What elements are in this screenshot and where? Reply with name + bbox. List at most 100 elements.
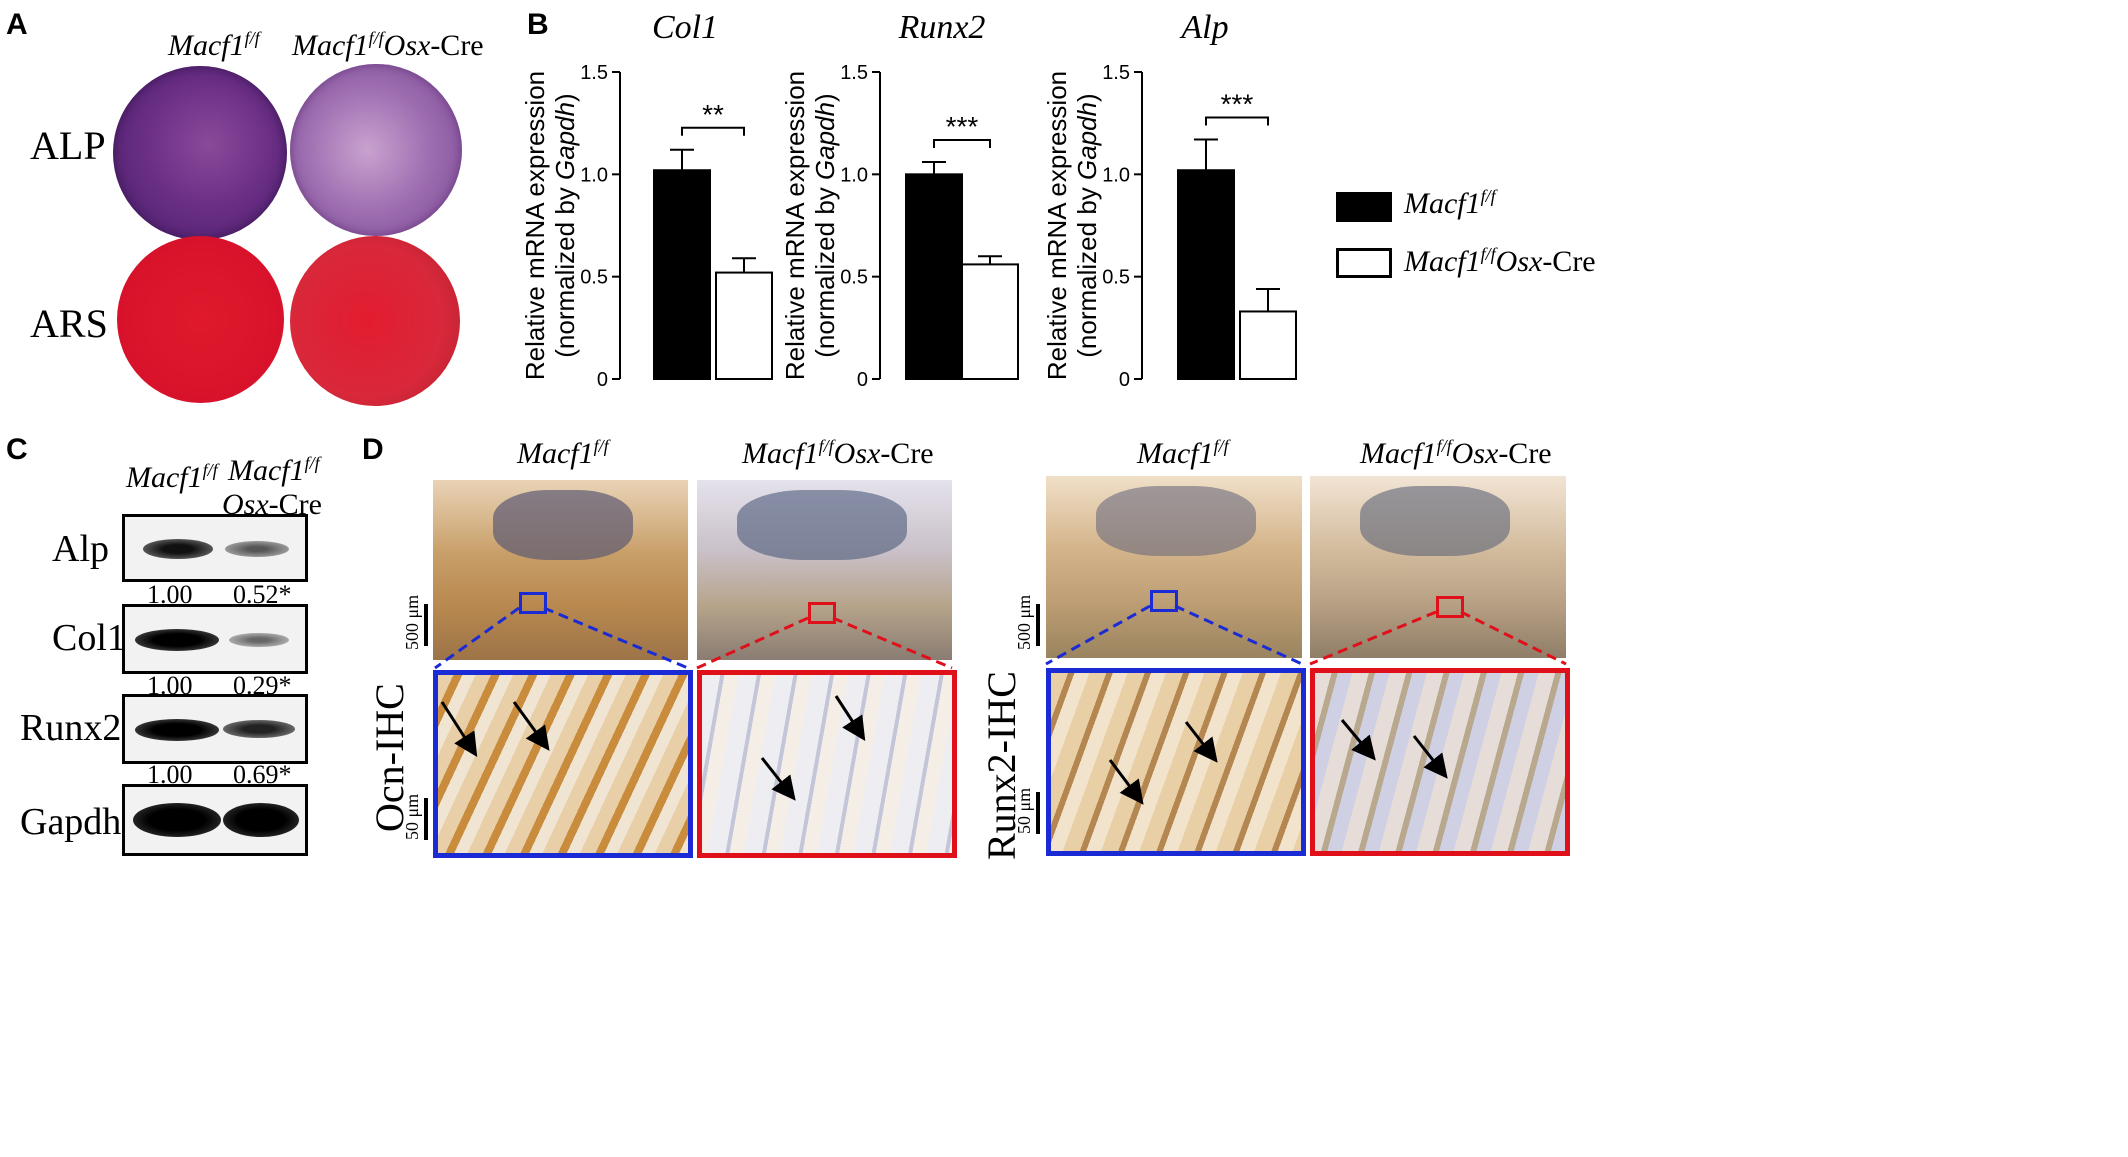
- significance-stars: ***: [1221, 89, 1254, 120]
- marrow-region: [737, 490, 907, 560]
- panel-a-col1-header: Macf1f/f: [168, 28, 260, 63]
- y-tick-label: 0.5: [1102, 267, 1130, 289]
- wb-label-runx2: Runx2: [20, 707, 122, 749]
- y-tick-label: 1.0: [840, 164, 868, 186]
- y-tick-label: 1.5: [580, 62, 608, 84]
- bar-cko: [961, 263, 1019, 380]
- wb-band: [229, 633, 289, 647]
- ocn-lowmag-control: [433, 480, 688, 660]
- y-tick-label: 1.5: [1102, 62, 1130, 84]
- legend-cko-cre: -Cre: [1542, 245, 1596, 278]
- legend-control-sup: f/f: [1480, 186, 1496, 206]
- ocn-highmag-cko: [697, 670, 957, 858]
- significance-bracket: [681, 126, 745, 136]
- alp-dish-control: [113, 66, 287, 240]
- marrow-region: [1360, 486, 1510, 556]
- legend-swatch-cko: [1336, 248, 1392, 278]
- roi-box-ocn-cko: [808, 602, 836, 624]
- col2-sup: f/f: [368, 28, 384, 48]
- panel-label-c: C: [6, 433, 28, 466]
- panel-label-d: D: [362, 433, 384, 466]
- bar-control: [653, 169, 711, 380]
- c-col1-name: Macf1: [126, 461, 203, 494]
- panel-label-a: A: [6, 8, 28, 41]
- c-col1-sup: f/f: [202, 460, 218, 480]
- y-tick-label: 0: [1119, 369, 1130, 391]
- scale-bar: [424, 798, 428, 840]
- scale-label: 50 μm: [1014, 787, 1034, 834]
- panel-d-header-3: Macf1f/f: [1137, 436, 1229, 471]
- ocn-lowmag-cko: [697, 480, 952, 660]
- wb-band: [135, 719, 219, 741]
- alp-dish-cko: [290, 64, 462, 236]
- wb-band: [135, 629, 219, 651]
- wb-band: [133, 803, 221, 837]
- wb-label-col1: Col1: [52, 617, 126, 659]
- row-label-alp: ALP: [30, 123, 106, 168]
- significance-bracket: [933, 139, 991, 149]
- chart-title: Alp: [1179, 9, 1228, 46]
- d-hdr4-sup: f/f: [1436, 436, 1452, 456]
- scale-label: 50 μm: [402, 793, 422, 840]
- legend-cko-sup: f/f: [1480, 244, 1496, 264]
- scale-bar: [1036, 792, 1040, 834]
- bar-control: [905, 173, 963, 380]
- legend-control-name: Macf1: [1404, 187, 1481, 220]
- y-tick-label: 1.0: [1102, 164, 1130, 186]
- marrow-region: [1096, 486, 1256, 556]
- panel-a-col2-header: Macf1f/fOsx-Cre: [292, 28, 484, 63]
- wb-blot-gapdh: [122, 784, 308, 856]
- ars-dish-control: [117, 236, 284, 403]
- row-label-ars: ARS: [30, 301, 108, 346]
- chart-title: Col1: [652, 9, 718, 46]
- wb-blot-runx2: [122, 694, 308, 764]
- wb-blot-alp: [122, 514, 308, 582]
- panel-label-b: B: [527, 8, 549, 41]
- d-hdr2-osx: Osx: [833, 437, 881, 470]
- y-axis-label-line2: (normalized by Gapdh): [810, 93, 840, 357]
- col1-name: Macf1: [168, 29, 245, 62]
- y-tick-label: 0: [857, 369, 868, 391]
- d-hdr3-name: Macf1: [1137, 437, 1214, 470]
- y-tick-label: 0: [597, 369, 608, 391]
- c-col2-sup: f/f: [304, 453, 320, 473]
- marrow-region: [493, 490, 633, 560]
- d-hdr2-cre: -Cre: [880, 437, 934, 470]
- y-axis-label-line2: (normalized by Gapdh): [550, 93, 580, 357]
- y-axis-label-line2: (normalized by Gapdh): [1072, 93, 1102, 357]
- y-tick-label: 1.0: [580, 164, 608, 186]
- wb-band: [223, 720, 295, 738]
- ocn-highmag-control: [433, 670, 693, 858]
- runx2-lowmag-control: [1046, 476, 1302, 658]
- col2-osx: Osx: [383, 29, 431, 62]
- bar-cko: [1239, 310, 1297, 380]
- scale-label: 500 μm: [1014, 594, 1034, 650]
- scale-label: 500 μm: [402, 594, 422, 650]
- wb-blot-col1: [122, 604, 308, 674]
- panel-d-header-4: Macf1f/fOsx-Cre: [1360, 436, 1552, 471]
- d-hdr4-cre: -Cre: [1498, 437, 1552, 470]
- wb-label-alp: Alp: [52, 528, 109, 570]
- wb-band: [143, 539, 213, 559]
- panel-d-header-2: Macf1f/fOsx-Cre: [742, 436, 934, 471]
- runx2-highmag-control: [1046, 668, 1306, 856]
- runx2-highmag-cko: [1310, 668, 1570, 856]
- d-hdr1-sup: f/f: [593, 436, 609, 456]
- d-hdr2-name: Macf1: [742, 437, 819, 470]
- bar-control: [1177, 169, 1235, 380]
- y-tick-label: 1.5: [840, 62, 868, 84]
- scale-bar: [1036, 604, 1040, 646]
- legend-label-cko: Macf1f/fOsx-Cre: [1404, 244, 1596, 279]
- y-tick-label: 0.5: [840, 267, 868, 289]
- y-tick-label: 0.5: [580, 267, 608, 289]
- significance-bracket: [1205, 116, 1269, 126]
- significance-stars: **: [702, 99, 724, 130]
- roi-box-runx2-control: [1150, 590, 1178, 612]
- col2-cre: -Cre: [430, 29, 484, 62]
- bar-cko: [715, 271, 773, 380]
- panel-c-col2-header: Macf1f/f Osx-Cre: [222, 446, 322, 522]
- panel-c-col1-header: Macf1f/f: [126, 460, 218, 495]
- legend-cko-osx: Osx: [1495, 245, 1543, 278]
- ars-dish-cko: [290, 236, 460, 406]
